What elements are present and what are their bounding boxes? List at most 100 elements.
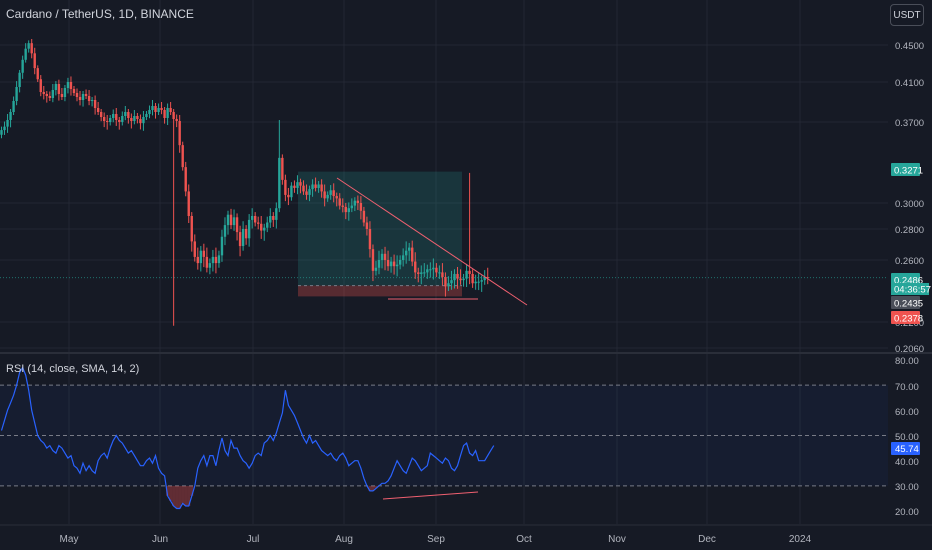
candle-body <box>102 117 106 121</box>
candle-body <box>193 241 196 257</box>
candle-body <box>244 229 248 239</box>
candle-body <box>0 130 3 135</box>
candle-body <box>359 203 363 211</box>
candle-body <box>353 200 357 206</box>
candle-body <box>160 108 163 110</box>
candle-body <box>386 260 390 267</box>
price-tick-label: 0.2800 <box>895 225 924 236</box>
candle-body <box>432 267 435 270</box>
candle-body <box>444 277 447 287</box>
candle-body <box>368 229 372 250</box>
candle-body <box>471 273 474 284</box>
rsi-indicator-label[interactable]: RSI (14, close, SMA, 14, 2) <box>6 363 140 375</box>
candle-body <box>468 270 471 274</box>
candle-body <box>374 267 378 271</box>
candle-body <box>202 250 206 257</box>
candle-body <box>263 227 266 231</box>
candle-body <box>121 116 124 122</box>
candle-body <box>389 261 393 267</box>
candle-body <box>293 185 296 188</box>
candle-body <box>426 269 429 273</box>
time-tick-label: 2024 <box>789 534 812 545</box>
candle-body <box>178 121 181 146</box>
candle-body <box>414 261 417 273</box>
candle-body <box>456 273 459 279</box>
candle-body <box>284 179 287 195</box>
candle-body <box>247 219 251 239</box>
candle-body <box>130 118 133 121</box>
candle-body <box>441 272 444 278</box>
candle-body <box>238 232 242 247</box>
candle-body <box>60 94 64 97</box>
price-label-text: 0.3271 <box>894 166 923 177</box>
candle-body <box>435 267 438 273</box>
rsi-tick-label: 40.00 <box>895 457 919 468</box>
candle-body <box>317 184 320 188</box>
candle-body <box>290 185 293 198</box>
candle-body <box>392 261 396 267</box>
candle-body <box>15 87 18 101</box>
candle-body <box>335 196 338 199</box>
candle-body <box>6 120 9 127</box>
candle-body <box>48 96 52 98</box>
time-tick-label: Oct <box>516 534 532 545</box>
candle-body <box>459 278 462 281</box>
candle-body <box>408 247 411 251</box>
candle-body <box>305 191 308 195</box>
candle-body <box>462 278 465 281</box>
price-label-text: 0.2486 <box>894 276 923 287</box>
candle-body <box>211 256 215 264</box>
loss-zone <box>298 285 462 297</box>
candle-body <box>78 97 82 100</box>
candle-body <box>30 43 33 54</box>
price-tick-label: 0.3700 <box>895 118 924 129</box>
candle-body <box>57 84 61 94</box>
candle-body <box>27 43 30 49</box>
candle-body <box>172 112 175 119</box>
candle-body <box>241 229 245 247</box>
rsi-tick-label: 50.00 <box>895 432 919 443</box>
candle-body <box>220 236 224 256</box>
candle-body <box>36 68 39 80</box>
price-label-bg <box>891 296 920 309</box>
candle-body <box>398 260 402 265</box>
candle-body <box>166 108 169 118</box>
candle-body <box>3 126 6 131</box>
price-label-bg <box>891 273 920 286</box>
candle-body <box>18 72 21 87</box>
candle-body <box>232 217 236 226</box>
candles <box>0 38 489 326</box>
time-tick-label: Sep <box>427 534 445 545</box>
rsi-value-bg <box>891 442 920 455</box>
candle-body <box>350 205 354 209</box>
rsi-tick-label: 20.00 <box>895 507 919 518</box>
candle-body <box>12 101 15 112</box>
candle-body <box>90 100 94 101</box>
time-tick-label: Jul <box>247 534 260 545</box>
price-label-bg <box>891 311 920 324</box>
currency-button[interactable]: USDT <box>890 4 924 26</box>
candle-body <box>106 121 109 122</box>
candle-body <box>199 250 203 264</box>
candle-body <box>323 191 326 199</box>
candle-body <box>338 198 341 206</box>
price-tick-label: 0.2060 <box>895 344 924 355</box>
candle-body <box>142 117 145 124</box>
chart-title: Cardano / TetherUS, 1D, BINANCE <box>6 7 194 21</box>
candle-body <box>45 94 48 96</box>
descending-trendline <box>336 177 528 306</box>
candle-body <box>269 216 272 223</box>
rsi-axis: 80.00 70.00 60.00 50.00 40.00 30.00 20.00 45.74 <box>891 356 920 518</box>
candle-body <box>380 253 384 260</box>
candle-body <box>311 184 314 190</box>
candle-body <box>54 84 58 90</box>
candle-body <box>69 82 73 89</box>
rsi-oversold-fill <box>166 485 378 509</box>
candle-body <box>145 114 148 117</box>
candle-body <box>93 100 97 108</box>
price-tick-label: 0.4100 <box>895 78 924 89</box>
candle-body <box>84 94 88 96</box>
price-label-text: 0.2435 <box>894 299 923 310</box>
